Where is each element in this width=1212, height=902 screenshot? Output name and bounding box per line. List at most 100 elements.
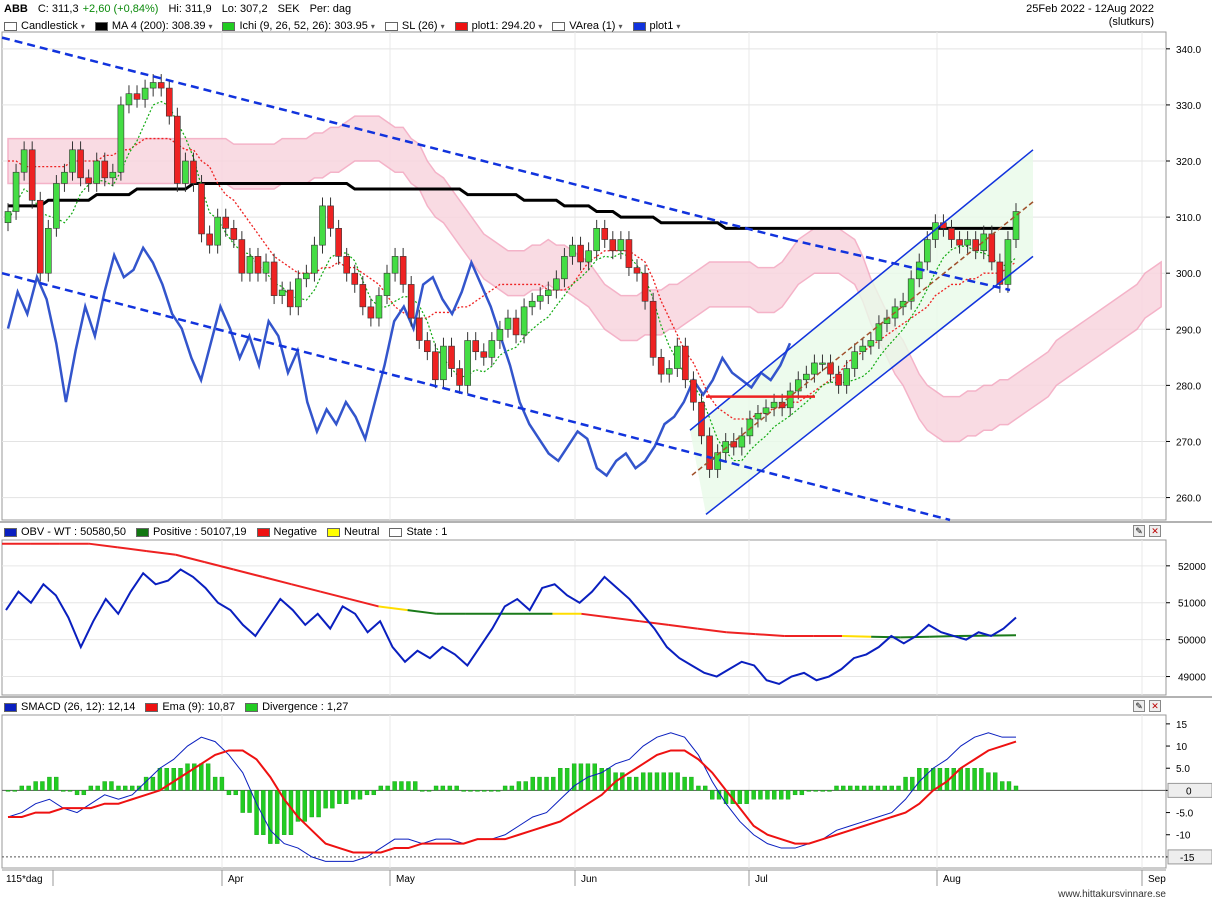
candle-body xyxy=(803,373,810,381)
y-tick-label: 280.0 xyxy=(1176,381,1201,392)
divergence-bar xyxy=(1013,785,1019,791)
legend-entry[interactable]: SL (26) ▾ xyxy=(384,20,445,32)
divergence-bar xyxy=(848,785,853,791)
divergence-bar xyxy=(47,776,52,791)
chevron-down-icon[interactable]: ▾ xyxy=(208,21,213,31)
divergence-bar xyxy=(544,776,549,791)
legend-entry[interactable]: VArea (1) ▾ xyxy=(552,20,623,32)
divergence-bar xyxy=(240,790,245,813)
candle-body xyxy=(964,239,971,246)
divergence-bar xyxy=(951,768,956,791)
divergence-bar xyxy=(343,790,349,804)
divergence-bar xyxy=(371,790,377,796)
legend-entry[interactable]: MA 4 (200): 308.39 ▾ xyxy=(94,20,213,32)
candle-body xyxy=(923,239,931,263)
divergence-bar xyxy=(647,772,653,791)
candle-body xyxy=(157,82,165,89)
y-tick-label: 320.0 xyxy=(1176,157,1201,168)
legend-entry[interactable]: Positive : 50107,19 xyxy=(135,526,247,538)
legend-entry[interactable]: State : 1 xyxy=(389,526,447,538)
candle-body xyxy=(101,160,109,179)
chevron-down-icon[interactable]: ▾ xyxy=(538,21,543,31)
candle-body xyxy=(496,328,504,341)
candle-body xyxy=(117,104,125,173)
legend-entry[interactable]: SMACD (26, 12): 12,14 xyxy=(4,701,135,713)
candle-body xyxy=(399,256,407,285)
chevron-down-icon[interactable]: ▾ xyxy=(370,21,375,31)
candle-body xyxy=(182,160,189,184)
legend-entry[interactable]: OBV - WT : 50580,50 xyxy=(4,526,126,538)
obv-baseline-segment xyxy=(117,546,147,553)
ema-line xyxy=(8,740,1017,854)
obv-baseline-segment xyxy=(755,633,785,637)
divergence-bar xyxy=(758,790,763,800)
divergence-bar xyxy=(81,790,87,796)
divergence-bar xyxy=(868,785,874,791)
candle-body xyxy=(383,272,391,296)
candle-body xyxy=(585,250,592,263)
obv-baseline-segment xyxy=(581,612,611,619)
legend-entry[interactable]: plot1: 294.20 ▾ xyxy=(454,20,543,32)
divergence-bar xyxy=(61,790,66,792)
divergence-bar xyxy=(351,790,356,800)
downtrend-lower-line xyxy=(1,271,951,522)
divergence-bar xyxy=(440,785,446,791)
legend-entry[interactable]: Negative xyxy=(256,526,317,538)
legend-entry[interactable]: Neutral xyxy=(326,526,379,538)
legend-entry[interactable]: plot1 ▾ xyxy=(632,20,681,32)
legend-entry[interactable]: Divergence : 1,27 xyxy=(245,701,348,713)
candle-body xyxy=(948,228,955,240)
divergence-bar xyxy=(475,790,480,792)
y-tick-label: 10 xyxy=(1176,742,1188,753)
watermark: www.hittakursvinnare.se xyxy=(1058,889,1166,900)
legend-swatch xyxy=(245,702,259,712)
ichimoku-cloud xyxy=(7,115,1162,443)
downtrend-upper-line xyxy=(1,36,791,241)
chevron-down-icon[interactable]: ▾ xyxy=(440,21,445,31)
smacd-line xyxy=(7,732,1016,862)
divergence-bar xyxy=(406,781,411,791)
candle-body xyxy=(786,390,794,409)
candle-body xyxy=(746,418,754,437)
close-icon[interactable]: ✕ xyxy=(1149,700,1161,712)
y-tick-label: 5.0 xyxy=(1176,764,1190,775)
divergence-bar xyxy=(5,790,11,792)
legend-entry[interactable]: Ichi (9, 26, 52, 26): 303.95 ▾ xyxy=(222,20,375,32)
divergence-bar xyxy=(551,776,556,791)
legend-entry[interactable]: Candlestick ▾ xyxy=(4,20,85,32)
divergence-bar xyxy=(654,772,660,791)
divergence-bar xyxy=(571,763,577,791)
candle-body xyxy=(109,171,117,179)
divergence-bar xyxy=(323,790,328,809)
divergence-bar xyxy=(171,768,176,791)
chevron-down-icon[interactable]: ▾ xyxy=(676,21,681,31)
divergence-bar xyxy=(917,768,922,791)
candle-body xyxy=(819,362,826,365)
close-icon[interactable]: ✕ xyxy=(1149,525,1161,537)
candle-body xyxy=(544,289,552,296)
legend-swatch xyxy=(256,527,270,537)
chevron-down-icon[interactable]: ▾ xyxy=(618,21,623,31)
x-label-period: 115*dag xyxy=(6,874,43,885)
divergence-bar xyxy=(54,776,59,791)
wrench-icon[interactable]: ✎ xyxy=(1133,700,1145,712)
divergence-bar xyxy=(40,781,45,791)
divergence-bar xyxy=(102,781,107,791)
wrench-icon[interactable]: ✎ xyxy=(1133,525,1145,537)
divergence-bar xyxy=(357,790,363,800)
divergence-bar xyxy=(675,772,680,791)
plot1-blue-line xyxy=(6,245,792,478)
divergence-bar xyxy=(792,790,798,796)
legend-label: VArea (1) xyxy=(569,20,616,32)
candle-body xyxy=(222,216,230,229)
divergence-bar xyxy=(834,785,839,791)
chevron-down-icon[interactable]: ▾ xyxy=(80,21,85,31)
legend-entry[interactable]: Ema (9): 10,87 xyxy=(145,701,235,713)
divergence-bar xyxy=(19,785,25,791)
uptrend-upper-line xyxy=(689,149,1034,431)
divergence-bar xyxy=(337,790,342,804)
obv-baseline-segment xyxy=(378,605,408,612)
candle-body xyxy=(609,239,617,252)
main-legend: Candlestick ▾ MA 4 (200): 308.39 ▾ Ichi (9, … xyxy=(4,19,690,33)
y-tick-label: 310.0 xyxy=(1176,213,1201,224)
